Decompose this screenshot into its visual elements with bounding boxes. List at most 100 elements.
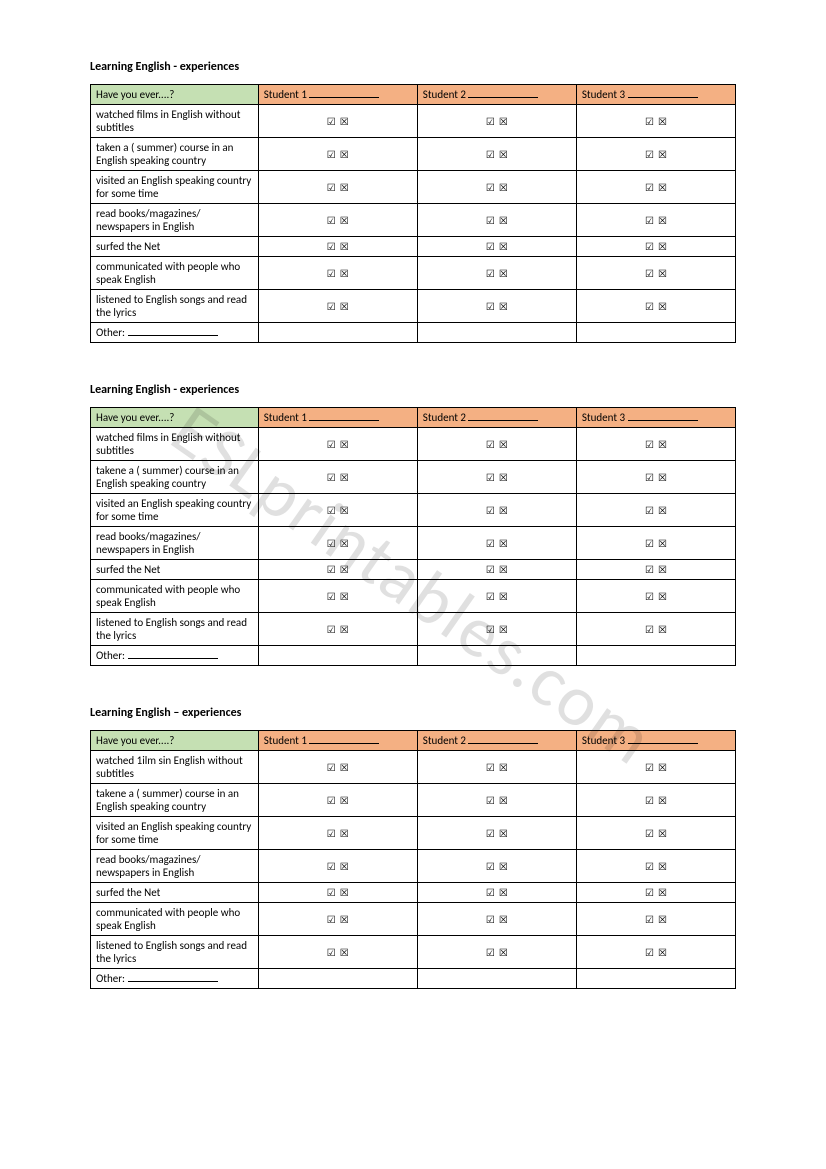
checkbox-no-icon[interactable]: ☒: [658, 862, 667, 872]
checkbox-yes-icon[interactable]: ☑: [645, 625, 654, 635]
checkbox-yes-icon[interactable]: ☑: [327, 625, 336, 635]
checkbox-yes-icon[interactable]: ☑: [645, 242, 654, 252]
checkbox-no-icon[interactable]: ☒: [658, 829, 667, 839]
checkbox-no-icon[interactable]: ☒: [499, 216, 508, 226]
checkbox-yes-icon[interactable]: ☑: [645, 796, 654, 806]
checkbox-no-icon[interactable]: ☒: [658, 269, 667, 279]
checkbox-no-icon[interactable]: ☒: [499, 565, 508, 575]
checkbox-no-icon[interactable]: ☒: [499, 829, 508, 839]
checkbox-yes-icon[interactable]: ☑: [327, 539, 336, 549]
other-blank[interactable]: [128, 658, 218, 659]
checkbox-no-icon[interactable]: ☒: [499, 862, 508, 872]
checkbox-no-icon[interactable]: ☒: [658, 473, 667, 483]
checkbox-no-icon[interactable]: ☒: [658, 625, 667, 635]
checkbox-yes-icon[interactable]: ☑: [645, 183, 654, 193]
checkbox-no-icon[interactable]: ☒: [340, 302, 349, 312]
checkbox-no-icon[interactable]: ☒: [340, 862, 349, 872]
checkbox-yes-icon[interactable]: ☑: [486, 150, 495, 160]
checkbox-no-icon[interactable]: ☒: [658, 592, 667, 602]
checkbox-yes-icon[interactable]: ☑: [645, 829, 654, 839]
checkbox-no-icon[interactable]: ☒: [658, 796, 667, 806]
student-name-blank[interactable]: [309, 743, 379, 744]
checkbox-yes-icon[interactable]: ☑: [327, 269, 336, 279]
checkbox-no-icon[interactable]: ☒: [340, 625, 349, 635]
checkbox-no-icon[interactable]: ☒: [658, 506, 667, 516]
checkbox-yes-icon[interactable]: ☑: [486, 506, 495, 516]
checkbox-yes-icon[interactable]: ☑: [327, 829, 336, 839]
checkbox-no-icon[interactable]: ☒: [658, 150, 667, 160]
checkbox-yes-icon[interactable]: ☑: [327, 117, 336, 127]
other-blank[interactable]: [128, 335, 218, 336]
checkbox-no-icon[interactable]: ☒: [340, 915, 349, 925]
checkbox-no-icon[interactable]: ☒: [658, 888, 667, 898]
checkbox-yes-icon[interactable]: ☑: [327, 796, 336, 806]
student-name-blank[interactable]: [628, 420, 698, 421]
checkbox-yes-icon[interactable]: ☑: [486, 216, 495, 226]
checkbox-yes-icon[interactable]: ☑: [645, 948, 654, 958]
checkbox-no-icon[interactable]: ☒: [499, 888, 508, 898]
checkbox-yes-icon[interactable]: ☑: [486, 183, 495, 193]
checkbox-yes-icon[interactable]: ☑: [645, 862, 654, 872]
checkbox-no-icon[interactable]: ☒: [499, 763, 508, 773]
checkbox-no-icon[interactable]: ☒: [658, 565, 667, 575]
checkbox-yes-icon[interactable]: ☑: [327, 763, 336, 773]
checkbox-no-icon[interactable]: ☒: [499, 440, 508, 450]
checkbox-yes-icon[interactable]: ☑: [327, 592, 336, 602]
checkbox-no-icon[interactable]: ☒: [340, 269, 349, 279]
checkbox-no-icon[interactable]: ☒: [340, 592, 349, 602]
checkbox-yes-icon[interactable]: ☑: [645, 888, 654, 898]
checkbox-yes-icon[interactable]: ☑: [486, 592, 495, 602]
checkbox-no-icon[interactable]: ☒: [499, 242, 508, 252]
checkbox-no-icon[interactable]: ☒: [658, 915, 667, 925]
checkbox-no-icon[interactable]: ☒: [658, 302, 667, 312]
checkbox-yes-icon[interactable]: ☑: [645, 539, 654, 549]
student-name-blank[interactable]: [468, 743, 538, 744]
checkbox-yes-icon[interactable]: ☑: [486, 302, 495, 312]
checkbox-yes-icon[interactable]: ☑: [645, 592, 654, 602]
checkbox-yes-icon[interactable]: ☑: [645, 150, 654, 160]
checkbox-yes-icon[interactable]: ☑: [645, 565, 654, 575]
checkbox-no-icon[interactable]: ☒: [340, 183, 349, 193]
checkbox-no-icon[interactable]: ☒: [499, 117, 508, 127]
checkbox-no-icon[interactable]: ☒: [340, 888, 349, 898]
student-name-blank[interactable]: [628, 97, 698, 98]
checkbox-yes-icon[interactable]: ☑: [486, 796, 495, 806]
checkbox-no-icon[interactable]: ☒: [340, 440, 349, 450]
checkbox-yes-icon[interactable]: ☑: [645, 117, 654, 127]
checkbox-no-icon[interactable]: ☒: [340, 117, 349, 127]
checkbox-no-icon[interactable]: ☒: [340, 150, 349, 160]
checkbox-no-icon[interactable]: ☒: [499, 948, 508, 958]
checkbox-yes-icon[interactable]: ☑: [327, 948, 336, 958]
checkbox-no-icon[interactable]: ☒: [340, 948, 349, 958]
checkbox-yes-icon[interactable]: ☑: [645, 506, 654, 516]
checkbox-no-icon[interactable]: ☒: [340, 506, 349, 516]
checkbox-no-icon[interactable]: ☒: [499, 915, 508, 925]
checkbox-no-icon[interactable]: ☒: [499, 269, 508, 279]
checkbox-yes-icon[interactable]: ☑: [486, 625, 495, 635]
student-name-blank[interactable]: [628, 743, 698, 744]
checkbox-no-icon[interactable]: ☒: [499, 183, 508, 193]
checkbox-yes-icon[interactable]: ☑: [645, 915, 654, 925]
checkbox-yes-icon[interactable]: ☑: [486, 473, 495, 483]
checkbox-yes-icon[interactable]: ☑: [486, 117, 495, 127]
checkbox-yes-icon[interactable]: ☑: [327, 150, 336, 160]
checkbox-yes-icon[interactable]: ☑: [327, 216, 336, 226]
checkbox-no-icon[interactable]: ☒: [340, 539, 349, 549]
checkbox-no-icon[interactable]: ☒: [499, 796, 508, 806]
checkbox-no-icon[interactable]: ☒: [658, 948, 667, 958]
checkbox-no-icon[interactable]: ☒: [499, 539, 508, 549]
checkbox-yes-icon[interactable]: ☑: [645, 216, 654, 226]
checkbox-yes-icon[interactable]: ☑: [327, 565, 336, 575]
checkbox-yes-icon[interactable]: ☑: [486, 440, 495, 450]
checkbox-yes-icon[interactable]: ☑: [645, 473, 654, 483]
checkbox-no-icon[interactable]: ☒: [499, 302, 508, 312]
checkbox-no-icon[interactable]: ☒: [499, 473, 508, 483]
checkbox-no-icon[interactable]: ☒: [340, 473, 349, 483]
student-name-blank[interactable]: [309, 420, 379, 421]
checkbox-yes-icon[interactable]: ☑: [645, 763, 654, 773]
student-name-blank[interactable]: [309, 97, 379, 98]
checkbox-yes-icon[interactable]: ☑: [486, 539, 495, 549]
checkbox-yes-icon[interactable]: ☑: [486, 862, 495, 872]
checkbox-yes-icon[interactable]: ☑: [645, 269, 654, 279]
checkbox-no-icon[interactable]: ☒: [340, 565, 349, 575]
